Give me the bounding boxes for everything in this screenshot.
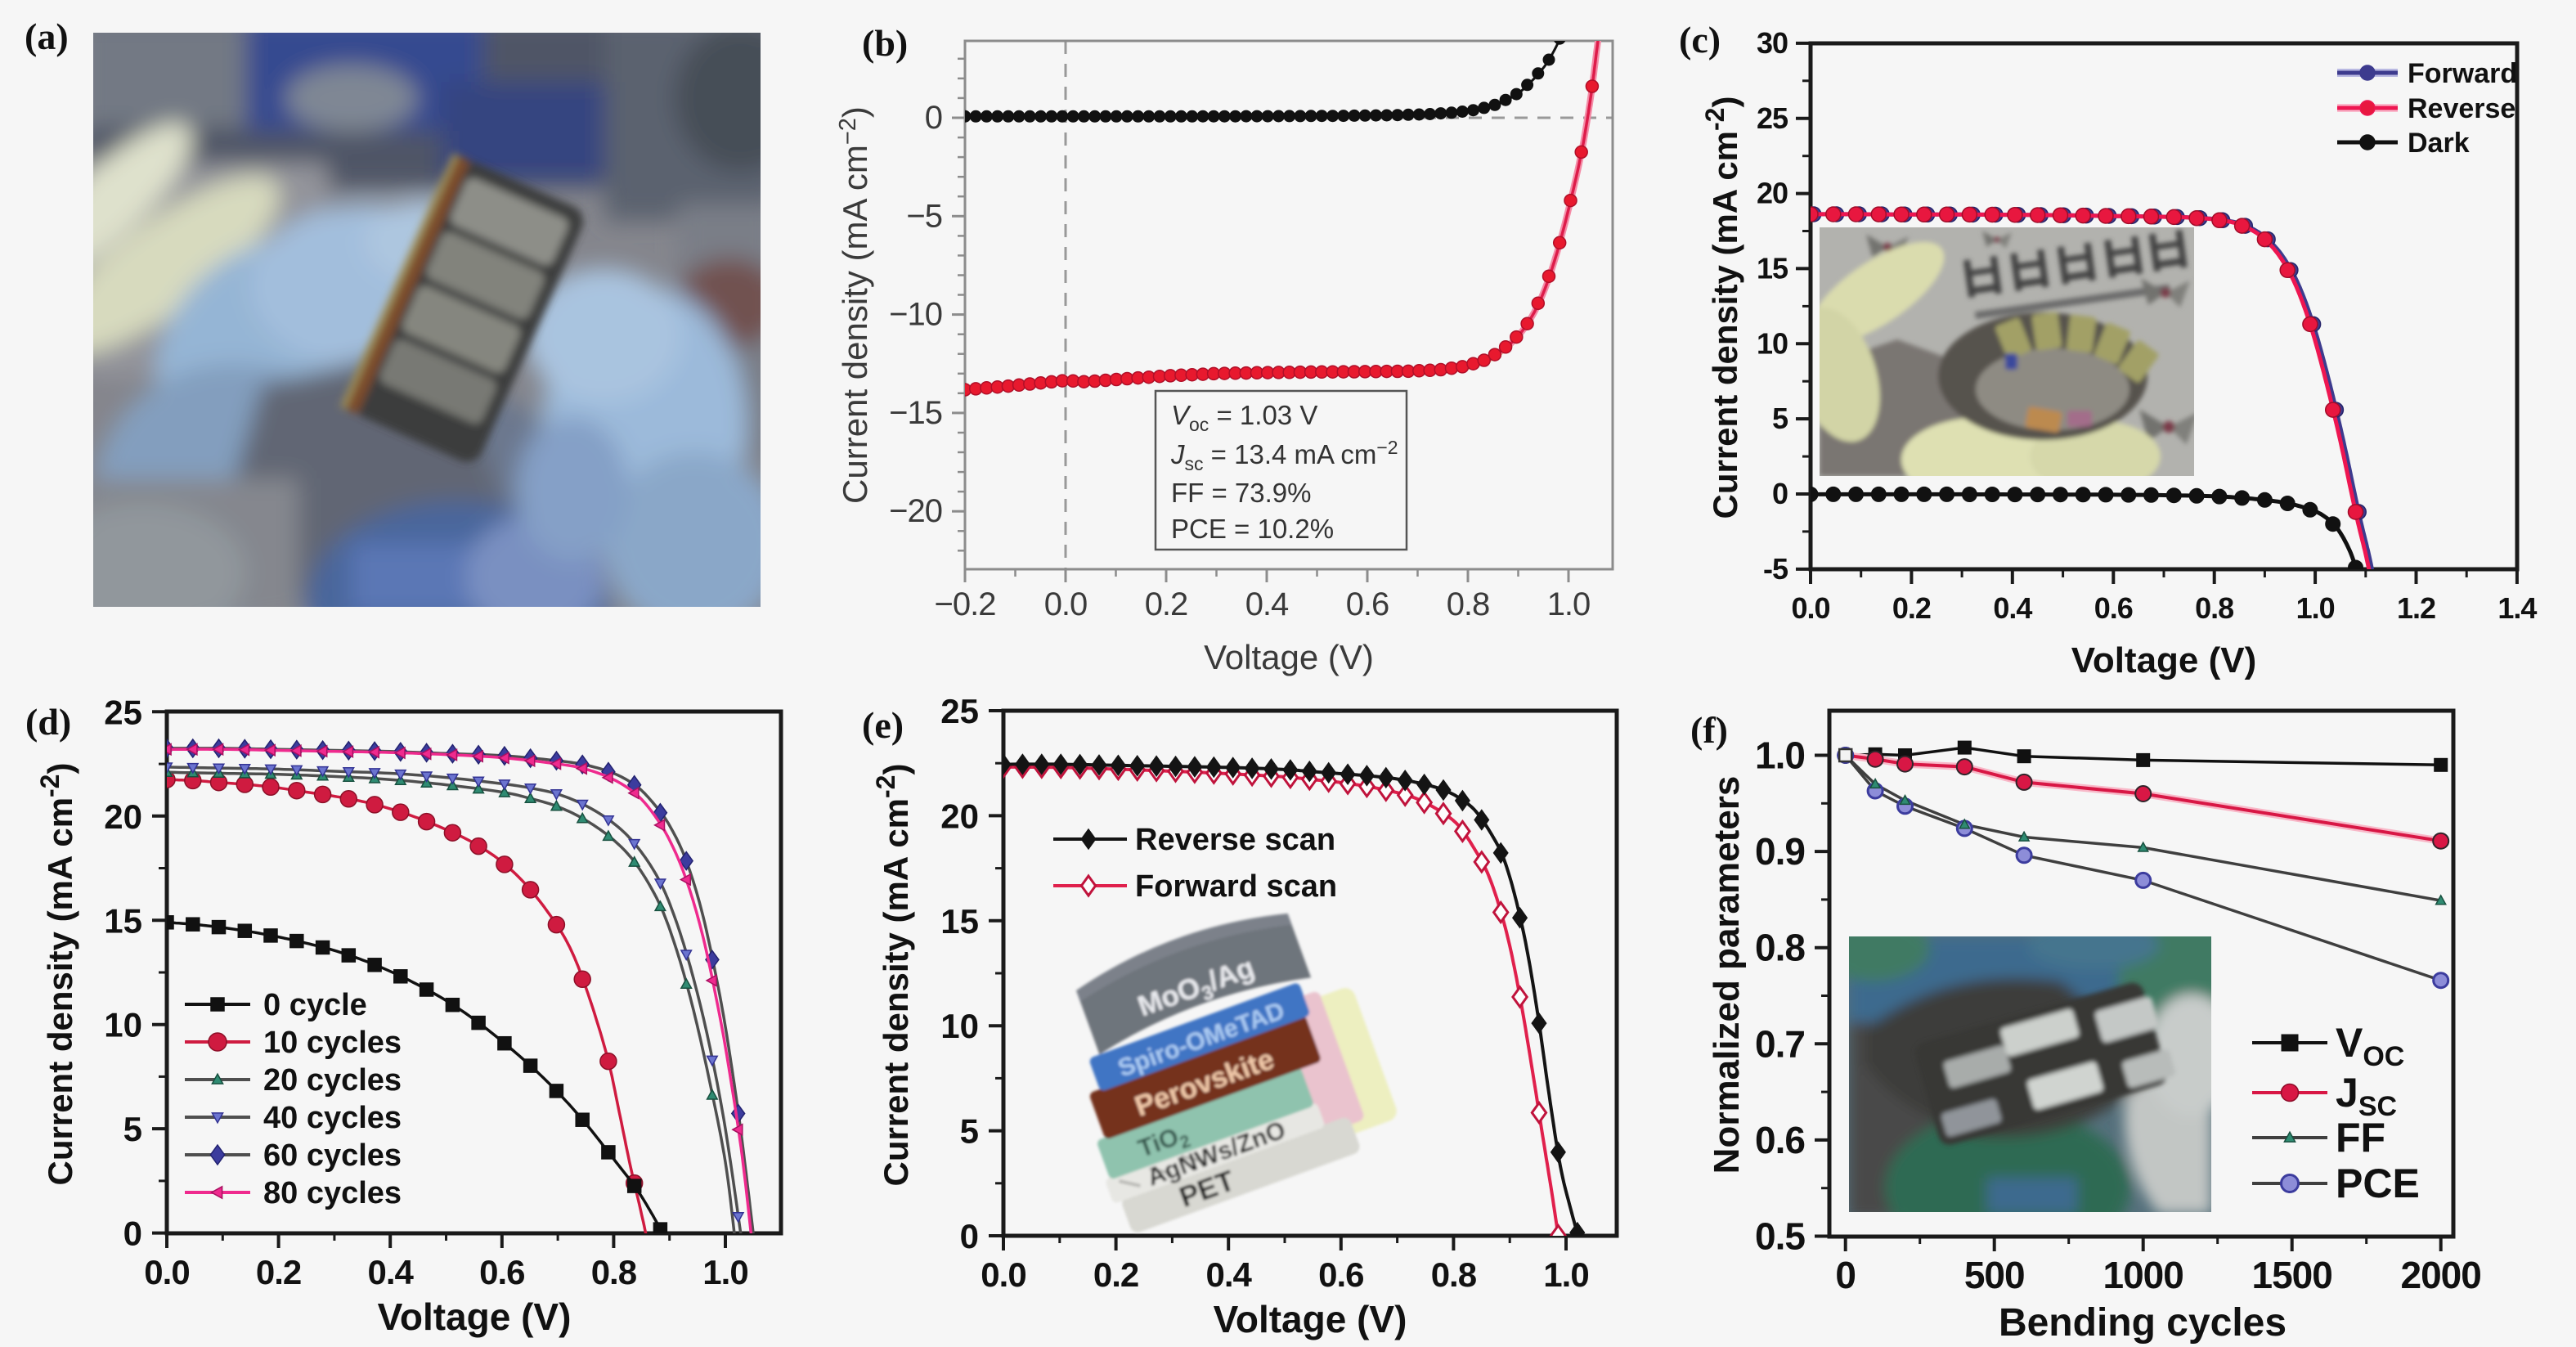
svg-text:1.0: 1.0: [2296, 591, 2335, 625]
svg-text:20 cycles: 20 cycles: [263, 1063, 402, 1098]
svg-text:−15: −15: [889, 395, 942, 431]
svg-text:0.0: 0.0: [981, 1255, 1025, 1294]
svg-text:1000: 1000: [2103, 1254, 2183, 1296]
svg-text:(e): (e): [862, 704, 904, 746]
svg-text:0: 0: [123, 1215, 142, 1253]
svg-text:Current density (mA cm-2): Current density (mA cm-2): [871, 764, 915, 1187]
svg-text:0.0: 0.0: [1044, 586, 1088, 622]
svg-text:0: 0: [1835, 1254, 1856, 1296]
svg-text:PCE: PCE: [2336, 1161, 2420, 1206]
svg-text:10: 10: [940, 1007, 979, 1045]
svg-text:Voltage (V): Voltage (V): [378, 1295, 572, 1338]
svg-text:40 cycles: 40 cycles: [263, 1101, 402, 1135]
svg-text:30: 30: [1757, 26, 1788, 60]
svg-text:0.4: 0.4: [1206, 1255, 1253, 1294]
svg-text:0: 0: [960, 1217, 979, 1255]
svg-text:20: 20: [104, 797, 142, 836]
svg-text:25: 25: [940, 692, 979, 730]
svg-text:Forward scan: Forward scan: [1135, 869, 1337, 904]
svg-text:5: 5: [1772, 402, 1788, 435]
svg-text:(a): (a): [25, 16, 69, 57]
svg-text:1.4: 1.4: [2497, 591, 2537, 625]
svg-text:(b): (b): [862, 22, 908, 64]
svg-text:Bending cycles: Bending cycles: [1999, 1301, 2287, 1345]
svg-text:Jsc = 13.4 mA cm−2: Jsc = 13.4 mA cm−2: [1170, 437, 1398, 474]
svg-text:500: 500: [1964, 1254, 2025, 1296]
svg-text:Reverse scan: Reverse scan: [1135, 823, 1335, 857]
svg-text:0.8: 0.8: [591, 1253, 637, 1291]
svg-text:Voltage (V): Voltage (V): [2071, 640, 2257, 680]
svg-text:0.4: 0.4: [1993, 591, 2032, 625]
svg-text:0.0: 0.0: [1791, 591, 1829, 625]
svg-text:0.6: 0.6: [1318, 1255, 1363, 1294]
svg-text:(d): (d): [25, 701, 71, 743]
svg-text:PCE = 10.2%: PCE = 10.2%: [1171, 514, 1334, 544]
svg-text:1.2: 1.2: [2397, 591, 2435, 625]
svg-text:0.8: 0.8: [2195, 591, 2233, 625]
svg-text:0.2: 0.2: [1145, 586, 1188, 622]
svg-text:0: 0: [925, 100, 942, 136]
svg-text:10 cycles: 10 cycles: [263, 1026, 402, 1060]
svg-text:Reverse: Reverse: [2408, 93, 2515, 124]
svg-text:5: 5: [123, 1110, 142, 1148]
svg-text:0.9: 0.9: [1755, 830, 1805, 873]
svg-text:0.8: 0.8: [1755, 927, 1805, 969]
svg-text:0.2: 0.2: [1892, 591, 1931, 625]
svg-text:25: 25: [1757, 101, 1788, 135]
svg-text:1.0: 1.0: [1543, 1255, 1588, 1294]
svg-text:0.8: 0.8: [1447, 586, 1490, 622]
svg-text:FF: FF: [2336, 1115, 2385, 1161]
svg-text:Current density (mA cm-2): Current density (mA cm-2): [1700, 97, 1744, 519]
svg-text:80 cycles: 80 cycles: [263, 1176, 402, 1210]
svg-text:1.0: 1.0: [702, 1253, 747, 1291]
svg-text:0.6: 0.6: [479, 1253, 524, 1291]
svg-text:20: 20: [1757, 177, 1788, 210]
svg-text:25: 25: [104, 693, 142, 731]
svg-text:0.4: 0.4: [368, 1253, 415, 1291]
svg-text:0 cycle: 0 cycle: [263, 988, 367, 1022]
svg-text:15: 15: [104, 901, 142, 940]
svg-text:Current density (mA cm−2): Current density (mA cm−2): [835, 106, 874, 504]
svg-text:15: 15: [940, 902, 979, 941]
svg-text:0.6: 0.6: [2094, 591, 2133, 625]
svg-text:10: 10: [1757, 326, 1788, 360]
svg-text:−5: −5: [906, 198, 942, 234]
svg-text:5: 5: [960, 1112, 979, 1151]
svg-text:0.2: 0.2: [256, 1253, 301, 1291]
svg-text:Normalized parameters: Normalized parameters: [1707, 776, 1747, 1174]
svg-text:Voltage (V): Voltage (V): [1214, 1298, 1407, 1340]
svg-text:15: 15: [1757, 251, 1788, 285]
svg-text:1.0: 1.0: [1755, 734, 1805, 777]
svg-text:0.6: 0.6: [1346, 586, 1389, 622]
svg-text:1.0: 1.0: [1547, 586, 1591, 622]
svg-text:Dark: Dark: [2408, 128, 2470, 159]
svg-text:FF = 73.9%: FF = 73.9%: [1171, 478, 1312, 508]
svg-text:Forward: Forward: [2408, 58, 2517, 89]
svg-text:60 cycles: 60 cycles: [263, 1138, 402, 1173]
svg-text:Voc = 1.03 V: Voc = 1.03 V: [1171, 400, 1317, 435]
svg-text:0.2: 0.2: [1093, 1255, 1138, 1294]
svg-text:0.0: 0.0: [144, 1253, 189, 1291]
svg-text:−10: −10: [889, 297, 942, 333]
svg-text:Voltage (V): Voltage (V): [1204, 638, 1374, 676]
svg-text:−20: −20: [889, 493, 942, 529]
svg-text:0.5: 0.5: [1755, 1215, 1805, 1258]
svg-text:−0.2: −0.2: [935, 586, 996, 622]
svg-text:2000: 2000: [2401, 1254, 2481, 1296]
svg-text:10: 10: [104, 1006, 142, 1044]
svg-text:Current density (mA cm-2): Current density (mA cm-2): [35, 763, 79, 1186]
svg-text:0.7: 0.7: [1755, 1022, 1805, 1065]
svg-text:0: 0: [1772, 477, 1788, 510]
svg-text:(f): (f): [1690, 709, 1728, 751]
svg-text:0.6: 0.6: [1755, 1119, 1805, 1161]
svg-text:1500: 1500: [2252, 1254, 2332, 1296]
svg-text:0.4: 0.4: [1245, 586, 1289, 622]
svg-text:0.8: 0.8: [1431, 1255, 1477, 1294]
svg-text:-5: -5: [1763, 552, 1788, 586]
svg-text:20: 20: [940, 797, 979, 835]
svg-text:(c): (c): [1679, 19, 1721, 61]
